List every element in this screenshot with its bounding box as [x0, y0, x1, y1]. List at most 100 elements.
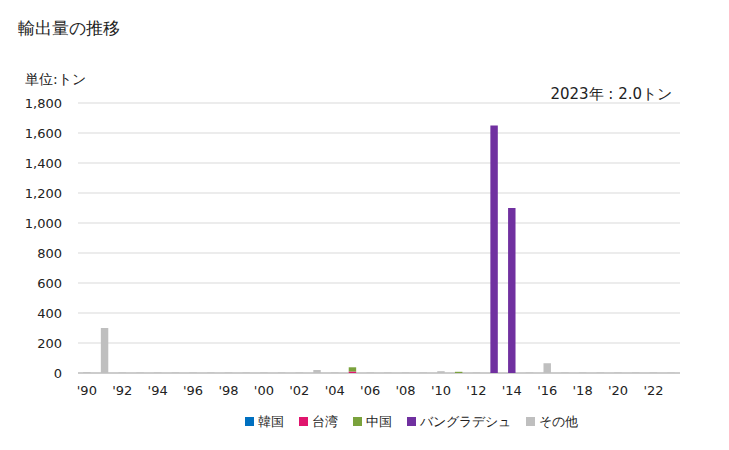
bar	[579, 373, 586, 374]
bar	[349, 372, 356, 374]
bar	[83, 372, 90, 373]
bar	[260, 373, 267, 374]
x-tick-label: '22	[643, 383, 663, 398]
bar	[172, 373, 179, 374]
bar	[172, 373, 179, 374]
x-tick-label: '02	[289, 383, 309, 398]
bar	[384, 373, 391, 374]
bar	[225, 373, 232, 374]
bar	[526, 373, 533, 374]
bar	[119, 373, 126, 374]
bar	[455, 371, 462, 372]
legend-swatch	[353, 417, 362, 426]
bar	[296, 373, 303, 374]
x-tick-label: '94	[148, 383, 168, 398]
title: 輸出量の推移	[18, 18, 120, 38]
bar	[473, 373, 480, 374]
bar	[119, 373, 126, 374]
bar	[154, 373, 161, 374]
x-tick-label: '08	[395, 383, 415, 398]
x-tick-label: '00	[254, 383, 274, 398]
bar	[225, 372, 232, 373]
bar	[278, 373, 285, 374]
bar	[296, 373, 303, 374]
x-tick-label: '92	[112, 383, 132, 398]
bar	[366, 372, 373, 373]
bar	[225, 373, 232, 374]
bar	[455, 372, 462, 373]
legend-swatch	[526, 417, 535, 426]
y-tick-label: 200	[37, 336, 62, 351]
bar	[384, 373, 391, 374]
bar	[384, 372, 391, 373]
bar	[172, 373, 179, 374]
y-label: 単位:トン	[25, 71, 86, 87]
bar	[278, 372, 285, 373]
bar	[136, 373, 143, 374]
bar	[136, 373, 143, 374]
bar	[242, 372, 249, 373]
bar	[225, 373, 232, 374]
bar	[83, 373, 90, 374]
bar	[83, 373, 90, 374]
bar	[189, 373, 196, 374]
legend-swatch	[407, 417, 416, 426]
legend-label: 韓国	[258, 414, 284, 429]
bar	[278, 373, 285, 374]
bar	[296, 373, 303, 374]
bar	[331, 373, 338, 374]
bar	[189, 373, 196, 374]
bar	[632, 373, 639, 374]
bar	[402, 373, 409, 374]
y-tick-label: 1,400	[25, 156, 62, 171]
bar	[650, 373, 657, 374]
bar	[597, 373, 604, 374]
bar	[597, 373, 604, 374]
bar	[331, 373, 338, 374]
bar	[154, 373, 161, 374]
bar	[242, 373, 249, 374]
y-tick-label: 600	[37, 276, 62, 291]
bar	[349, 367, 356, 368]
bar	[526, 372, 533, 373]
bar	[207, 373, 214, 374]
x-tick-label: '18	[573, 383, 593, 398]
bar	[455, 371, 462, 372]
x-tick-label: '16	[537, 383, 557, 398]
legend-swatch	[299, 417, 308, 426]
legend-swatch	[245, 417, 254, 426]
bar	[614, 372, 621, 373]
bar	[579, 373, 586, 374]
bar	[207, 373, 214, 374]
grid-line	[78, 193, 680, 194]
bar	[455, 373, 462, 374]
bar	[260, 373, 267, 374]
bar	[614, 373, 621, 374]
bar	[331, 373, 338, 374]
bar	[490, 126, 497, 374]
x-tick-label: '20	[608, 383, 628, 398]
legend-label: 中国	[366, 414, 392, 429]
bar	[420, 372, 427, 373]
grid-line	[78, 223, 680, 224]
bar	[331, 373, 338, 374]
legend-label: 台湾	[312, 414, 338, 429]
bar	[154, 372, 161, 373]
bar	[420, 373, 427, 374]
bar	[172, 372, 179, 373]
x-tick-label: '12	[466, 383, 486, 398]
bar	[667, 373, 674, 374]
bar	[119, 373, 126, 374]
bar	[579, 372, 586, 373]
bar	[296, 373, 303, 374]
bar	[101, 328, 108, 373]
axis-line	[78, 103, 79, 373]
bar	[172, 373, 179, 374]
bar	[650, 373, 657, 374]
bar	[667, 373, 674, 374]
bar	[278, 373, 285, 374]
bar	[136, 373, 143, 374]
bar	[83, 373, 90, 374]
x-tick-label: '06	[360, 383, 380, 398]
annotation: 2023年 : 2.0トン	[550, 85, 672, 103]
